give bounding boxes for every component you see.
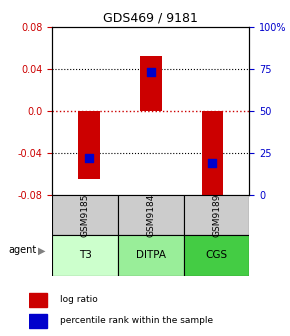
Text: CGS: CGS	[206, 250, 228, 260]
Bar	[140, 56, 162, 111]
FancyBboxPatch shape	[52, 195, 118, 235]
Title: GDS469 / 9181: GDS469 / 9181	[103, 11, 198, 24]
Point	[210, 160, 215, 166]
FancyBboxPatch shape	[52, 235, 118, 276]
Bar	[78, 111, 100, 179]
Bar	[202, 111, 223, 205]
Text: ▶: ▶	[38, 245, 46, 255]
Text: GSM9184: GSM9184	[146, 193, 155, 237]
FancyBboxPatch shape	[118, 235, 184, 276]
Text: GSM9189: GSM9189	[212, 193, 221, 237]
Text: log ratio: log ratio	[60, 295, 97, 304]
Text: T3: T3	[79, 250, 92, 260]
Text: agent: agent	[9, 245, 37, 255]
Point	[87, 155, 92, 161]
Text: GSM9185: GSM9185	[81, 193, 90, 237]
Bar	[29, 293, 47, 307]
Point	[148, 70, 153, 75]
Bar	[29, 314, 47, 328]
FancyBboxPatch shape	[118, 195, 184, 235]
FancyBboxPatch shape	[184, 235, 249, 276]
Text: DITPA: DITPA	[136, 250, 166, 260]
FancyBboxPatch shape	[184, 195, 249, 235]
Text: percentile rank within the sample: percentile rank within the sample	[60, 317, 213, 325]
